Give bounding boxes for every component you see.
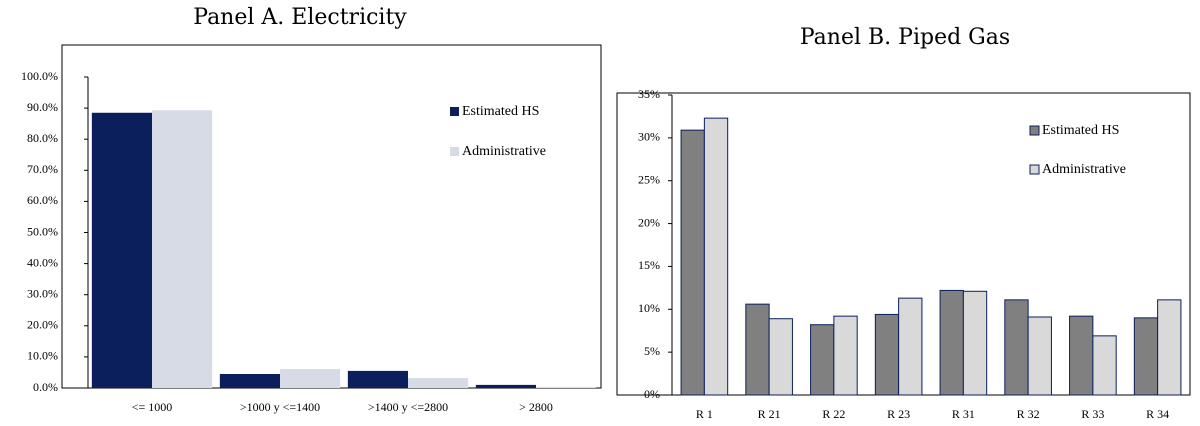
y-tick-label: 70.0% xyxy=(27,162,58,176)
chart-title: Panel A. Electricity xyxy=(193,5,407,30)
bar xyxy=(152,110,213,388)
y-tick-label: 25% xyxy=(638,172,660,186)
bar xyxy=(833,315,858,396)
y-tick-label: 30% xyxy=(638,130,660,144)
y-tick-label: 15% xyxy=(638,258,660,272)
legend-swatch xyxy=(1029,125,1040,136)
y-tick-label: 0.0% xyxy=(33,380,58,394)
bar xyxy=(1092,335,1117,396)
bar xyxy=(219,374,280,388)
y-tick-label: 0% xyxy=(644,387,660,401)
chart-title: Panel B. Piped Gas xyxy=(800,25,1010,50)
x-tick-label: R 22 xyxy=(822,407,845,421)
x-tick-label: >1400 y <=2800 xyxy=(368,400,448,414)
legend-swatch xyxy=(450,147,459,156)
bar xyxy=(536,387,597,388)
bar xyxy=(475,384,536,388)
x-tick-label: R 33 xyxy=(1081,407,1104,421)
x-tick-label: R 1 xyxy=(696,407,713,421)
bar xyxy=(280,369,341,388)
y-tick-label: 30.0% xyxy=(27,286,58,300)
y-tick-label: 100.0% xyxy=(21,69,58,83)
x-tick-label: >1000 y <=1400 xyxy=(240,400,320,414)
legend-label: Estimated HS xyxy=(1042,123,1119,138)
bar xyxy=(1027,316,1052,396)
legend-label: Administrative xyxy=(462,144,546,159)
bar xyxy=(703,117,729,396)
y-tick-label: 60.0% xyxy=(27,193,58,207)
legend-label: Estimated HS xyxy=(462,104,539,119)
bar xyxy=(1004,299,1029,396)
x-tick-label: <= 1000 xyxy=(132,400,173,414)
bar xyxy=(810,324,835,396)
y-tick-label: 20.0% xyxy=(27,318,58,332)
bar xyxy=(680,129,705,396)
bar xyxy=(962,290,988,396)
y-tick-label: 50.0% xyxy=(27,224,58,238)
y-tick-label: 80.0% xyxy=(27,131,58,145)
y-tick-label: 90.0% xyxy=(27,100,58,114)
x-tick-label: R 31 xyxy=(952,407,975,421)
x-tick-label: R 34 xyxy=(1146,407,1169,421)
bar xyxy=(1157,299,1182,396)
x-tick-label: R 23 xyxy=(887,407,910,421)
bar xyxy=(874,313,900,396)
bar xyxy=(1069,315,1094,396)
y-tick-label: 10.0% xyxy=(27,349,58,363)
bar xyxy=(347,370,408,388)
legend-swatch xyxy=(450,107,459,116)
bar xyxy=(1133,317,1159,396)
x-tick-label: > 2800 xyxy=(519,400,553,414)
y-tick-label: 20% xyxy=(638,215,660,229)
bar xyxy=(745,303,770,396)
legend-label: Administrative xyxy=(1042,162,1126,177)
x-tick-label: R 21 xyxy=(758,407,781,421)
legend-swatch xyxy=(1029,164,1040,175)
bar xyxy=(408,378,469,388)
bar xyxy=(939,289,964,396)
y-tick-label: 5% xyxy=(644,344,660,358)
y-tick-label: 10% xyxy=(638,301,660,315)
x-tick-label: R 32 xyxy=(1017,407,1040,421)
bar xyxy=(898,297,923,396)
y-tick-label: 35% xyxy=(638,87,660,101)
bar xyxy=(91,112,152,388)
y-tick-label: 40.0% xyxy=(27,255,58,269)
bar xyxy=(768,318,793,396)
